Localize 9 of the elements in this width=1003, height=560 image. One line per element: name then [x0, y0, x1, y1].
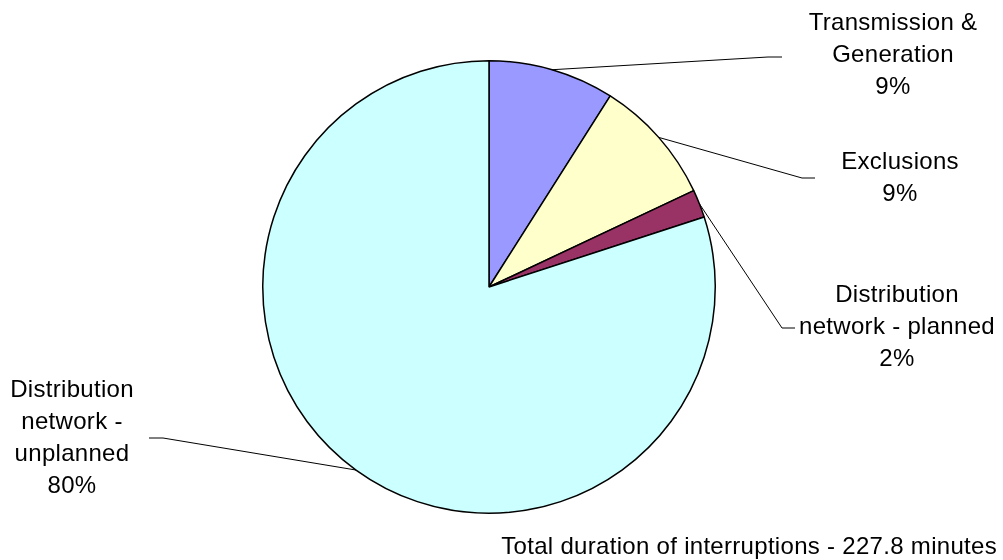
data-label: 9% [875, 71, 911, 99]
data-label: 9% [882, 178, 918, 206]
text: Total duration of interruptions - 227.8 minutes [501, 531, 997, 559]
slice-label: Transmission & Generation [808, 7, 978, 67]
slice-label: Distribution network - unplanned [10, 374, 134, 466]
slice-label: Exclusions [841, 146, 959, 174]
data-label: 80% [47, 470, 97, 498]
slice-label: Distribution network - planned [799, 279, 995, 339]
data-label: 2% [879, 343, 915, 371]
